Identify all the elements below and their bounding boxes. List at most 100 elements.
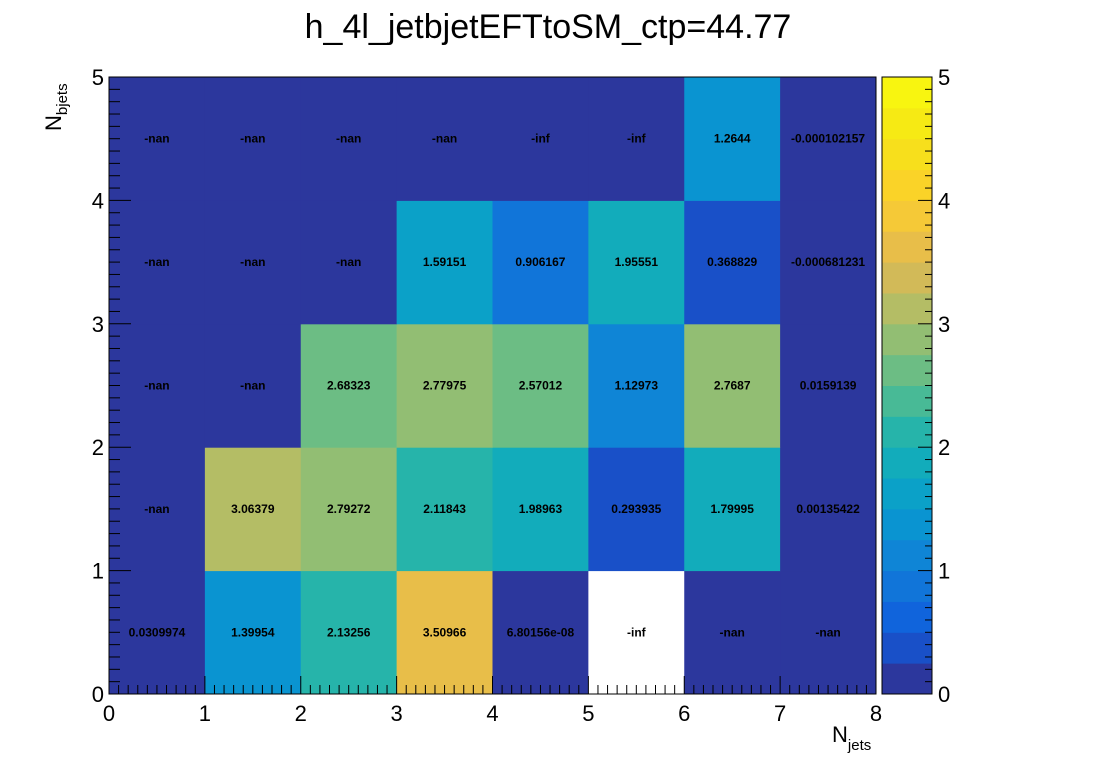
heatmap-cell bbox=[204, 447, 302, 572]
cell-value-label: 2.77975 bbox=[423, 379, 467, 393]
color-scale-swatch bbox=[882, 632, 932, 664]
cell-value-label: -inf bbox=[627, 132, 647, 146]
heatmap-cell bbox=[396, 447, 493, 572]
cell-value-label: -0.000102157 bbox=[791, 132, 865, 146]
cell-value-label: -nan bbox=[144, 132, 169, 146]
cell-value-label: 2.57012 bbox=[519, 379, 563, 393]
heatmap-cell bbox=[588, 77, 685, 201]
heatmap-cell bbox=[204, 570, 302, 695]
heatmap-cell bbox=[300, 200, 398, 325]
heatmap-cell bbox=[109, 570, 206, 695]
color-scale-swatch bbox=[882, 231, 932, 263]
heatmap-cell bbox=[684, 323, 781, 448]
cell-value-label: 1.59151 bbox=[423, 255, 467, 269]
x-tick-label: 2 bbox=[295, 701, 307, 726]
cell-value-label: 3.06379 bbox=[231, 502, 275, 516]
heatmap-cell bbox=[396, 323, 493, 448]
cell-value-label: 0.00135422 bbox=[796, 502, 860, 516]
z-tick-label: 1 bbox=[938, 559, 950, 584]
heatmap-cell bbox=[204, 200, 302, 325]
color-scale-swatch bbox=[882, 200, 932, 232]
color-scale-swatch bbox=[882, 447, 932, 479]
heatmap-cell bbox=[300, 323, 398, 448]
x-tick-label: 4 bbox=[486, 701, 498, 726]
z-tick-label: 0 bbox=[938, 682, 950, 707]
heatmap-cell bbox=[492, 323, 589, 448]
x-axis-label-main: N bbox=[832, 722, 848, 747]
heatmap-cell bbox=[396, 570, 493, 695]
cell-value-label: -inf bbox=[531, 132, 551, 146]
chart-title: h_4l_jetbjetEFTtoSM_ctp=44.77 bbox=[305, 8, 792, 46]
cell-value-label: 3.50966 bbox=[423, 625, 467, 639]
cell-value-label: -nan bbox=[815, 625, 840, 639]
heatmap-cell bbox=[780, 570, 877, 695]
heatmap-cell bbox=[492, 77, 589, 201]
heatmap-cell bbox=[684, 200, 781, 325]
x-tick-label: 1 bbox=[199, 701, 211, 726]
heatmap-cell bbox=[780, 323, 877, 448]
heatmap-cell bbox=[588, 323, 685, 448]
heatmap-cells bbox=[109, 77, 877, 695]
cell-value-label: 1.98963 bbox=[519, 502, 563, 516]
cell-value-label: -nan bbox=[720, 625, 745, 639]
y-axis-label-sub: bjets bbox=[54, 83, 71, 115]
heatmap-cell bbox=[204, 77, 302, 201]
z-tick-label: 5 bbox=[938, 65, 950, 90]
heatmap-cell bbox=[300, 447, 398, 572]
color-scale-bar bbox=[881, 76, 933, 695]
cell-value-label: 2.7687 bbox=[714, 379, 751, 393]
z-tick-label: 2 bbox=[938, 435, 950, 460]
heatmap-cell bbox=[492, 447, 589, 572]
heatmap-cell bbox=[780, 200, 877, 325]
y-axis-ticks: 0 1 2 3 4 5 bbox=[92, 65, 131, 707]
heatmap-cell bbox=[109, 77, 206, 201]
heatmap-cell bbox=[492, 200, 589, 325]
cell-value-label: -nan bbox=[336, 132, 361, 146]
cell-value-label: 0.368829 bbox=[707, 255, 757, 269]
heatmap-cell bbox=[396, 77, 493, 201]
y-axis-label: Nbjets bbox=[41, 83, 71, 131]
heatmap-cell bbox=[109, 323, 206, 448]
color-scale-swatch bbox=[882, 478, 932, 510]
cell-value-label: 1.79995 bbox=[710, 502, 754, 516]
cell-value-label: 0.906167 bbox=[515, 255, 565, 269]
cell-value-label: 2.68323 bbox=[327, 379, 371, 393]
cell-value-label: 1.12973 bbox=[615, 379, 659, 393]
heatmap-cell bbox=[396, 200, 493, 325]
cell-value-label: -inf bbox=[627, 625, 647, 639]
color-scale-swatch bbox=[882, 323, 932, 356]
color-scale-swatch bbox=[882, 138, 932, 171]
color-scale-swatch bbox=[882, 539, 932, 572]
y-tick-label: 4 bbox=[92, 188, 104, 213]
color-scale-swatch bbox=[882, 508, 932, 541]
heatmap-cell bbox=[492, 570, 589, 695]
y-tick-label: 3 bbox=[92, 312, 104, 337]
cell-labels: 0.0309974 1.39954 2.13256 3.50966 6.80156e-0… bbox=[129, 132, 866, 640]
heatmap-cell bbox=[204, 323, 302, 448]
color-scale-swatch bbox=[882, 292, 932, 325]
cell-value-label: -nan bbox=[144, 502, 169, 516]
x-tick-label: 0 bbox=[103, 701, 115, 726]
cell-value-label: 0.293935 bbox=[611, 502, 661, 516]
cell-value-label: 0.0159139 bbox=[800, 379, 857, 393]
y-tick-label: 0 bbox=[92, 682, 104, 707]
color-scale-swatch bbox=[882, 385, 932, 417]
color-scale-swatch bbox=[882, 169, 932, 201]
x-tick-label: 6 bbox=[678, 701, 690, 726]
x-axis-label: Njets bbox=[832, 722, 871, 754]
cell-value-label: 1.2644 bbox=[714, 132, 751, 146]
color-scale-swatch bbox=[882, 663, 932, 695]
x-tick-label: 8 bbox=[870, 701, 882, 726]
cell-value-label: 1.39954 bbox=[231, 625, 275, 639]
heatmap-cell bbox=[588, 570, 685, 695]
heatmap-cell bbox=[300, 77, 398, 201]
color-scale-swatch bbox=[882, 354, 932, 386]
color-scale-swatch bbox=[882, 570, 932, 602]
cell-value-label: -nan bbox=[240, 255, 265, 269]
cell-value-label: -nan bbox=[240, 132, 265, 146]
cell-value-label: -nan bbox=[432, 132, 457, 146]
heatmap-cell bbox=[300, 570, 398, 695]
color-scale-swatch bbox=[882, 107, 932, 140]
